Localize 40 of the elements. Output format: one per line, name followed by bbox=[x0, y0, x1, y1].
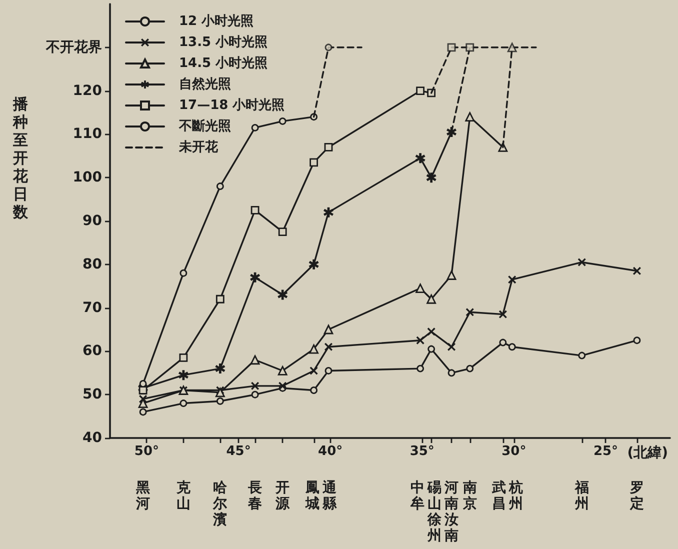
x-tick-label: 50° bbox=[134, 444, 160, 459]
y-tick-label: 60 bbox=[82, 343, 102, 360]
text: 南京 bbox=[462, 480, 477, 512]
x-tick-label: 25° bbox=[593, 444, 618, 459]
x-tick-label: 30° bbox=[502, 444, 526, 459]
legend-label: 自然光照 bbox=[179, 77, 231, 92]
y-tick-label: 100 bbox=[72, 170, 102, 186]
legend-label: 12 小时光照 bbox=[179, 14, 254, 29]
x-tick-label: 35° bbox=[410, 444, 434, 459]
text: 碭山徐州 bbox=[426, 480, 442, 544]
text: 河南汝南 bbox=[444, 480, 459, 544]
text: 長春 bbox=[247, 480, 262, 512]
legend-label: 14.5 小时光照 bbox=[179, 56, 268, 71]
text: 黑河 bbox=[135, 480, 150, 512]
text: 杭州 bbox=[508, 479, 524, 512]
y-tick-label: 120 bbox=[72, 82, 102, 99]
text: 通縣 bbox=[322, 479, 338, 512]
x-axis-title: (北緯) bbox=[627, 445, 668, 461]
legend-label: 17—18 小时光照 bbox=[179, 98, 285, 113]
y-axis-title: 播种至开花日数 bbox=[12, 95, 29, 221]
y-tick-label: 不开花界 bbox=[45, 39, 102, 56]
x-tick-label: 40° bbox=[318, 444, 343, 459]
y-tick-label: 80 bbox=[82, 256, 102, 272]
text: 中牟 bbox=[409, 480, 424, 512]
x-tick-label: 45° bbox=[226, 444, 251, 459]
text: 福州 bbox=[574, 479, 589, 512]
y-tick-label: 40 bbox=[82, 430, 102, 446]
legend-label: 13.5 小时光照 bbox=[179, 35, 268, 50]
text: 罗定 bbox=[628, 480, 644, 512]
text: 武昌 bbox=[491, 480, 506, 512]
y-tick-label: 70 bbox=[82, 300, 102, 316]
text: 哈尔濱 bbox=[212, 480, 228, 528]
text: 鳳城 bbox=[304, 480, 320, 512]
legend-label: 不斷光照 bbox=[178, 119, 231, 134]
y-tick-label: 90 bbox=[82, 213, 102, 229]
y-tick-label: 110 bbox=[72, 126, 102, 142]
text: 开源 bbox=[274, 480, 291, 512]
y-tick-label: 50 bbox=[82, 386, 102, 403]
text: 克山 bbox=[175, 480, 192, 512]
legend-label: 未开花 bbox=[178, 140, 219, 155]
